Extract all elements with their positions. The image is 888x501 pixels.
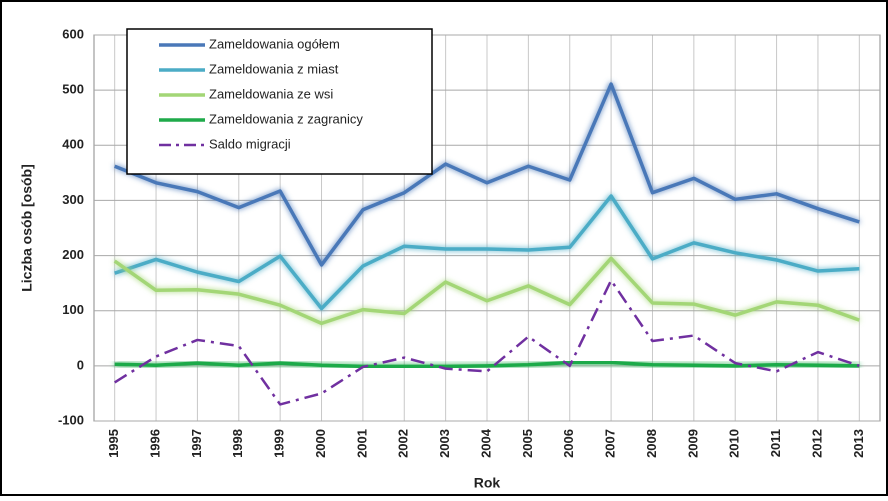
y-tick-label: 500 [62, 82, 84, 97]
y-axis-label: Liczba osób [osób] [19, 164, 35, 292]
legend: Zameldowania ogółem Zameldowania z miast Z… [126, 28, 433, 175]
legend-label: Saldo migracji [209, 136, 291, 151]
x-tick-label: 2004 [478, 428, 493, 458]
legend-label: Zameldowania ze wsi [209, 86, 333, 101]
x-tick-label: 2007 [603, 429, 618, 458]
labels: -100 0 100 200 300 400 500 600 1995 1996 1997 1998 1… [58, 26, 866, 457]
y-tick-label: 300 [62, 192, 84, 207]
legend-box [126, 28, 433, 175]
y-tick-label: 400 [62, 137, 84, 152]
series-line [114, 279, 860, 406]
x-tick-label: 1997 [189, 429, 204, 458]
x-tick-label: 2001 [354, 429, 369, 458]
x-tick-label: 2010 [727, 429, 742, 458]
x-axis-label: Rok [474, 475, 501, 491]
x-tick-label: 1998 [230, 429, 245, 458]
legend-label: Zameldowania ogółem [209, 36, 340, 51]
x-tick-label: 1999 [272, 429, 287, 458]
x-tick-label: 2011 [768, 429, 783, 457]
x-tick-label: 2006 [561, 429, 576, 458]
y-tick-label: 200 [62, 247, 84, 262]
x-tick-label: 2002 [396, 429, 411, 458]
x-tick-label: 2009 [685, 429, 700, 458]
x-tick-label: 1995 [106, 429, 121, 458]
legend-label: Zameldowania z miast [209, 61, 339, 76]
lines [113, 82, 860, 406]
series-line [113, 256, 860, 326]
x-tick-label: 2003 [437, 429, 452, 458]
y-tick-label: 0 [77, 357, 84, 372]
x-tick-label: 1996 [147, 429, 162, 458]
series-line [114, 82, 860, 267]
x-tick-label: 2000 [313, 429, 328, 458]
x-tick-label: 2005 [520, 429, 535, 458]
legend-label: Zameldowania z zagranicy [209, 111, 363, 126]
y-tick-label: 100 [62, 302, 84, 317]
x-tick-label: 2008 [644, 429, 659, 458]
y-tick-label: 600 [62, 26, 84, 41]
y-tick-label: -100 [58, 412, 84, 427]
series-line [114, 194, 860, 311]
x-tick-label: 2013 [851, 429, 866, 458]
x-tick-label: 2012 [809, 429, 824, 458]
series-line [114, 360, 860, 369]
